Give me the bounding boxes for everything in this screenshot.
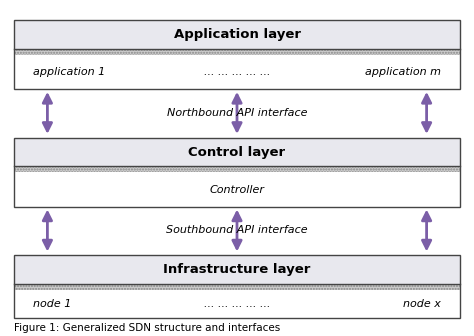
Text: Figure 1: Generalized SDN structure and interfaces: Figure 1: Generalized SDN structure and …	[14, 323, 281, 333]
Text: ... ... ... ... ...: ... ... ... ... ...	[204, 299, 270, 309]
Bar	[14, 290, 460, 318]
Bar	[14, 166, 460, 172]
Bar	[14, 255, 460, 318]
Bar	[14, 49, 460, 55]
Text: Northbound API interface: Northbound API interface	[167, 108, 307, 118]
Text: Southbound API interface: Southbound API interface	[166, 225, 308, 236]
Bar	[14, 20, 460, 49]
Bar	[14, 55, 460, 89]
Text: application m: application m	[365, 67, 441, 77]
Bar	[14, 255, 460, 284]
Text: Control layer: Control layer	[189, 145, 285, 159]
Bar	[14, 138, 460, 166]
Text: Controller: Controller	[210, 184, 264, 195]
Text: application 1: application 1	[33, 67, 105, 77]
Bar	[14, 20, 460, 89]
Bar	[14, 138, 460, 207]
Text: node x: node x	[403, 299, 441, 309]
Text: Application layer: Application layer	[173, 28, 301, 41]
Bar	[14, 172, 460, 207]
Text: node 1: node 1	[33, 299, 72, 309]
Text: ... ... ... ... ...: ... ... ... ... ...	[204, 67, 270, 77]
Bar	[14, 284, 460, 290]
Text: Infrastructure layer: Infrastructure layer	[164, 263, 310, 276]
